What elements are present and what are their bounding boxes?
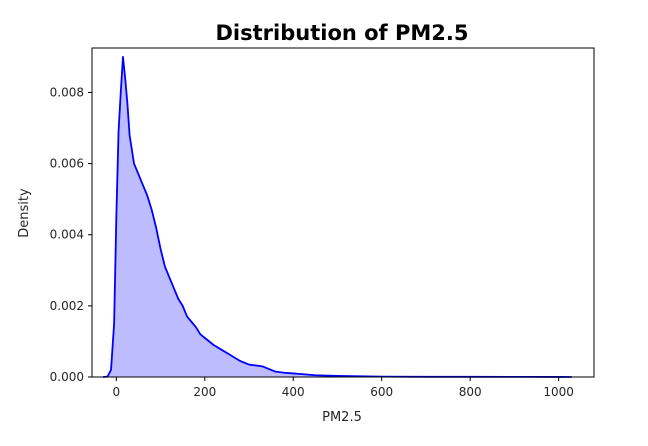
- x-tick-label: 800: [459, 385, 482, 399]
- plot-area: [102, 55, 572, 378]
- x-axis: 0 200 400 600 800 1000: [113, 377, 574, 399]
- y-tick-label: 0.000: [50, 370, 84, 384]
- density-area-fill: [103, 56, 572, 377]
- y-axis: 0.000 0.002 0.004 0.006 0.008: [50, 85, 92, 384]
- x-tick-label: 1000: [543, 385, 574, 399]
- y-tick-label: 0.002: [50, 299, 84, 313]
- x-axis-label: PM2.5: [322, 410, 362, 425]
- y-tick-label: 0.008: [50, 85, 84, 99]
- y-tick-label: 0.004: [50, 228, 84, 242]
- x-tick-label: 0: [113, 385, 121, 399]
- density-curve: [102, 55, 572, 378]
- plot-frame: [91, 47, 595, 378]
- chart-title: Distribution of PM2.5: [216, 21, 469, 45]
- y-axis-label: Density: [17, 188, 32, 238]
- x-tick-label: 400: [282, 385, 305, 399]
- y-tick-label: 0.006: [50, 157, 84, 171]
- x-tick-label: 600: [370, 385, 393, 399]
- x-tick-label: 200: [193, 385, 216, 399]
